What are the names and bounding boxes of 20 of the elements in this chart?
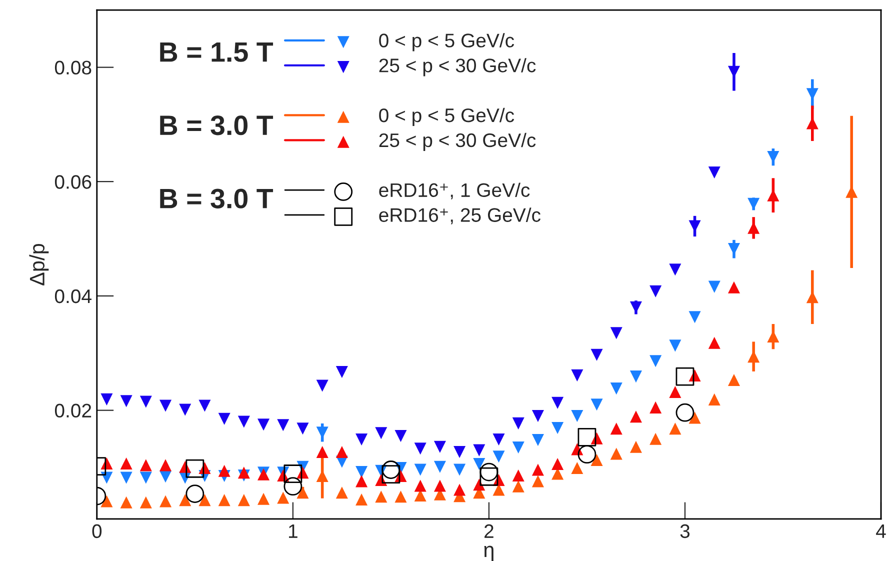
- x-tick-label: 0: [92, 524, 102, 538]
- legend-label: eRD16⁺, 1 GeV/c: [379, 182, 530, 200]
- annotation: B = 3.0 T: [160, 188, 274, 208]
- legend-label: eRD16⁺, 25 GeV/c: [379, 208, 540, 224]
- y-axis-title: Δp/p: [29, 244, 49, 286]
- y-tick-label: 0.04: [54, 289, 92, 304]
- x-tick-label: 3: [680, 524, 690, 538]
- legend-label: 25 < p < 30 GeV/c: [379, 132, 536, 151]
- x-tick-label: 2: [484, 524, 494, 538]
- legend-label: 25 < p < 30 GeV/c: [379, 58, 536, 76]
- legend-label: 0 < p < 5 GeV/c: [379, 33, 514, 52]
- y-tick-label: 0.02: [54, 404, 92, 418]
- legend-label: 0 < p < 5 GeV/c: [379, 108, 514, 126]
- y-tick-label: 0.08: [54, 60, 92, 75]
- annotation: B = 1.5 T: [160, 42, 274, 62]
- x-axis-title: η: [484, 546, 494, 561]
- x-tick-label: 4: [876, 524, 886, 538]
- annotation: B = 3.0 T: [160, 115, 274, 136]
- y-tick-label: 0.06: [54, 175, 92, 189]
- x-tick-label: 1: [289, 524, 298, 538]
